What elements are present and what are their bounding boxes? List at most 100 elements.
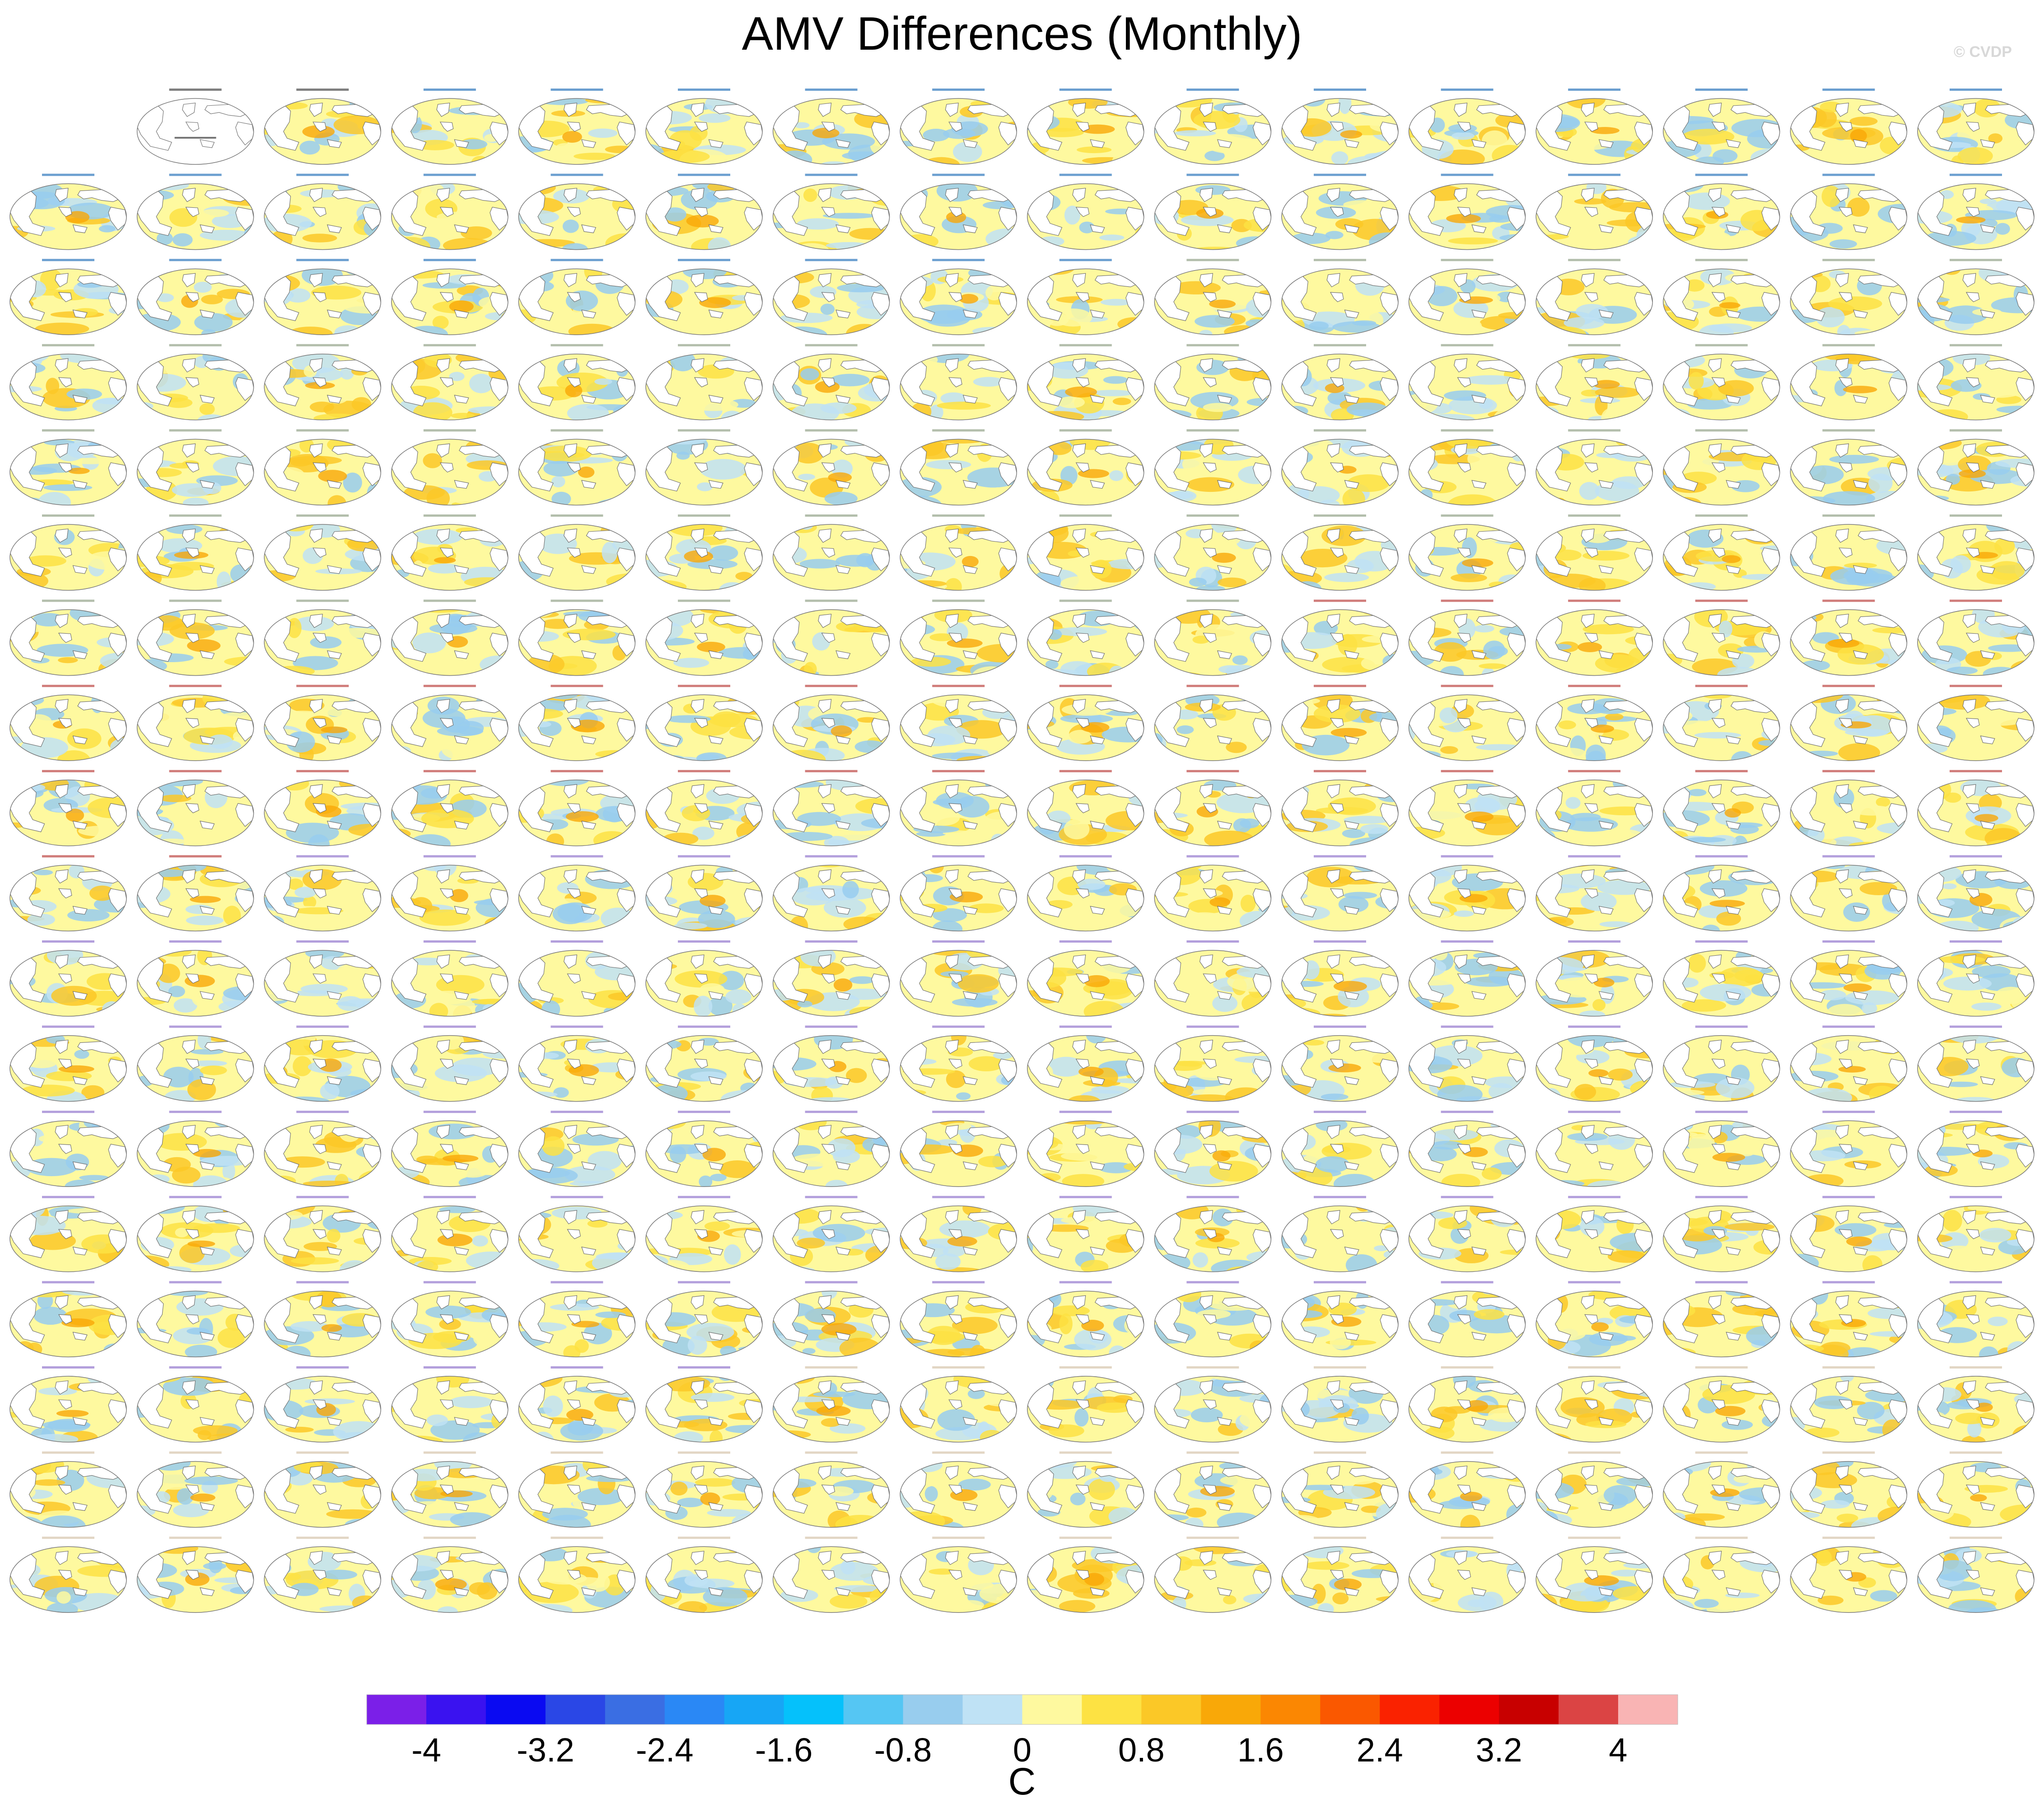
map-panel [1281,259,1399,335]
land-mask [708,224,723,234]
panel-title-mark [296,259,349,262]
sst-anomaly-patch [1476,750,1523,761]
sst-anomaly-patch [1802,1088,1853,1102]
land-mask [436,273,450,287]
sst-anomaly-patch [299,140,320,155]
map-panel [1027,599,1144,676]
sst-anomaly-patch [541,1000,560,1016]
map-panel [9,685,127,761]
land-mask [1457,292,1471,302]
land-mask [567,121,581,132]
panel-title-mark [1822,599,1875,602]
sst-anomaly-patch [391,237,430,250]
land-mask [1772,699,1780,706]
sst-anomaly-patch [673,658,709,668]
sst-anomaly-core [1724,808,1741,818]
land-mask [1517,1039,1526,1047]
panel-title-mark [551,429,603,432]
sst-anomaly-patch [605,233,635,250]
sst-anomaly-patch [137,524,159,529]
sst-anomaly-patch [264,915,285,929]
land-mask [439,377,454,388]
panel-title-mark [1950,344,2002,346]
land-mask [1326,273,1340,287]
map-panel [1535,259,1653,335]
sst-anomaly-patch [719,582,747,590]
map-panel [9,770,127,846]
map-panel [1917,173,2035,250]
globe-outline [9,183,127,250]
map-panel [772,344,890,420]
panel-title-mark [42,259,94,262]
globe-outline [772,98,890,165]
land-mask [309,187,323,202]
panel-title-mark [169,685,222,687]
sst-anomaly-core [565,384,583,397]
sst-anomaly-patch [1331,151,1349,164]
sst-anomaly-patch [900,1089,926,1096]
sst-anomaly-patch [1942,883,1957,889]
sst-anomaly-patch [1132,573,1144,590]
panel-title-mark [551,89,603,91]
sst-anomaly-patch [2004,950,2034,955]
sst-anomaly-patch [709,545,738,561]
sst-anomaly-patch [708,237,731,250]
sst-anomaly-patch [1758,740,1780,746]
land-mask [1899,954,1907,962]
land-mask [818,273,832,287]
sst-anomaly-patch [199,403,215,415]
map-panel [136,685,254,761]
sst-anomaly-patch [40,269,63,290]
panel-title-mark [551,599,603,602]
sst-anomaly-patch [1236,236,1271,250]
panel-title-mark [296,344,349,346]
globe-outline [518,354,636,420]
sst-anomaly-patch [903,1082,916,1095]
panel-title-mark [551,940,603,943]
land-mask [755,1039,762,1047]
panel-title-mark [1568,89,1621,91]
map-panel [1790,259,1908,335]
sst-anomaly-patch [991,833,1006,846]
sst-anomaly-patch [344,1094,381,1102]
land-mask [755,699,762,706]
sst-anomaly-patch [10,1121,43,1127]
land-mask [564,358,578,373]
map-panel [900,514,1017,591]
sst-anomaly-patch [735,662,756,673]
map-panel [1027,1025,1144,1102]
land-mask [567,206,581,217]
sst-anomaly-patch [1734,969,1764,981]
sst-anomaly-patch [1536,307,1549,313]
panel-title-mark [932,344,985,346]
land-mask [564,273,578,287]
sst-anomaly-patch [1154,235,1165,250]
sst-anomaly-patch [1701,231,1731,245]
sst-anomaly-patch [1192,1089,1227,1095]
map-panel [645,1025,763,1102]
sst-anomaly-patch [1387,619,1398,628]
sst-anomaly-patch [588,128,618,138]
sst-anomaly-patch [351,397,372,411]
map-panel [1281,940,1399,1017]
land-mask [1962,187,1976,202]
sst-anomaly-patch [773,246,804,250]
panel-title-mark [42,940,94,943]
land-mask [454,224,469,234]
sst-anomaly-patch [1409,999,1433,1012]
sst-anomaly-patch [1988,133,2003,144]
panel-title-mark [1314,514,1366,517]
panel-title-mark [1441,599,1493,602]
sst-anomaly-patch [1285,406,1308,416]
panel-title-mark [169,770,222,772]
map-panel [1154,429,1272,506]
panel-title-mark [1059,855,1112,858]
sst-anomaly-patch [454,668,481,676]
land-mask [1263,699,1271,706]
sst-anomaly-patch [2010,354,2034,365]
sst-anomaly-patch [1882,156,1904,164]
land-mask [1136,699,1144,706]
globe-outline [518,268,636,335]
sst-anomaly-core [1209,299,1236,308]
panel-title-mark [1441,940,1493,943]
